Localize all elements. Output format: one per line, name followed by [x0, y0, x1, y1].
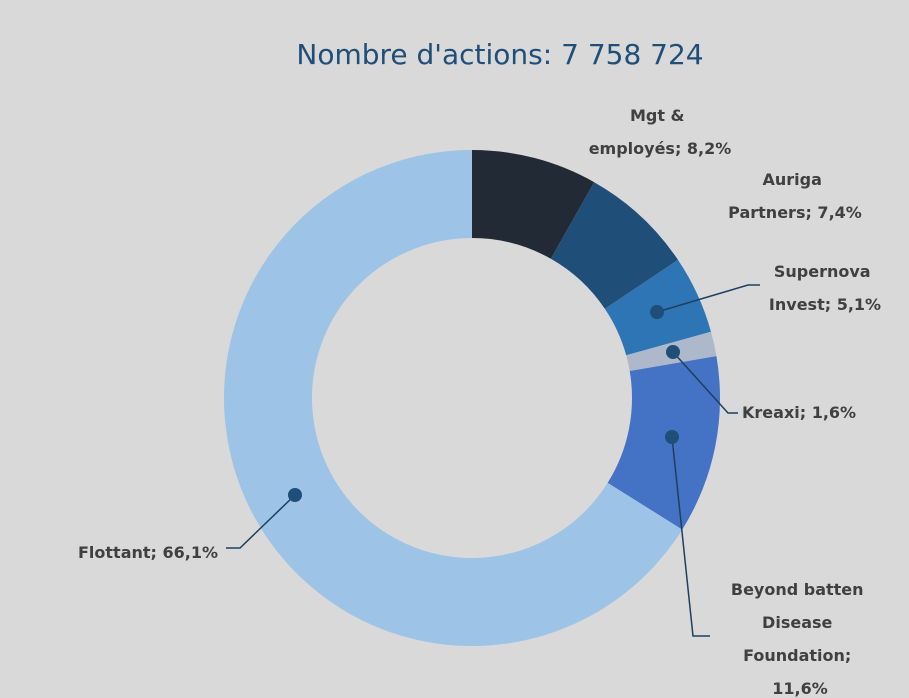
leader-dot [288, 488, 302, 502]
label-line: Auriga [763, 170, 828, 189]
label-line: Flottant; 66,1% [78, 543, 218, 562]
donut-slice [472, 150, 595, 259]
chart-title: Nombre d'actions: 7 758 724 [296, 38, 703, 71]
data-label: Flottant; 66,1% [78, 543, 218, 562]
label-line: Beyond batten [731, 580, 869, 599]
leader-line [672, 351, 738, 414]
leader-line [656, 284, 760, 313]
donut-slice [223, 149, 683, 646]
donut-slice [607, 356, 720, 530]
leader-dot [665, 430, 679, 444]
data-label: Mgt & employés; 8,2% [589, 106, 732, 158]
data-label: Supernova Invest; 5,1% [769, 262, 881, 314]
label-line: Supernova [774, 262, 876, 281]
data-label: Auriga Partners; 7,4% [728, 170, 862, 222]
label-line: Kreaxi; 1,6% [742, 403, 856, 422]
label-line: Foundation; [743, 646, 857, 665]
leader-dot [666, 345, 680, 359]
leader-line [671, 436, 710, 637]
leader-dot [650, 305, 664, 319]
data-label: Beyond batten Disease Foundation; 11,6% [731, 580, 869, 698]
label-line: employés; 8,2% [589, 139, 732, 158]
label-line: Partners; 7,4% [728, 203, 862, 222]
data-label: Kreaxi; 1,6% [742, 403, 856, 422]
label-line: Disease [762, 613, 838, 632]
label-line: Invest; 5,1% [769, 295, 881, 314]
donut-slice [550, 182, 678, 309]
label-line: 11,6% [772, 679, 828, 698]
leader-line [226, 494, 296, 549]
label-line: Mgt & [630, 106, 690, 125]
